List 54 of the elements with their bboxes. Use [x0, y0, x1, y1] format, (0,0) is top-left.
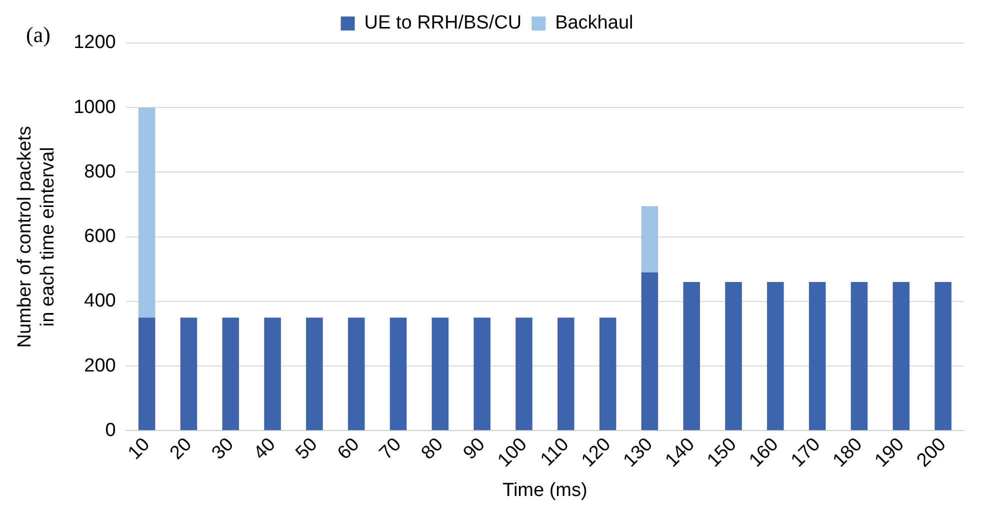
- bar: [138, 108, 156, 318]
- y-tick-label: 600: [84, 226, 116, 248]
- x-tick-label: 120: [578, 434, 616, 472]
- x-tick-label: 70: [376, 434, 406, 464]
- bar: [264, 318, 281, 430]
- y-tick-label: 1200: [74, 32, 116, 54]
- y-axis-title: Number of control packets in each time einterval: [14, 126, 58, 348]
- bar: [222, 318, 240, 430]
- y-tick-label: 0: [105, 420, 116, 441]
- bar: [348, 318, 365, 430]
- bar: [892, 282, 910, 430]
- bar: [558, 318, 574, 430]
- bar: [306, 318, 323, 430]
- bar: [641, 206, 658, 272]
- x-tick-label: 140: [662, 434, 699, 472]
- x-tick-label: 100: [494, 434, 532, 472]
- bar: [683, 282, 700, 430]
- legend-label: Backhaul: [555, 12, 634, 34]
- bar: [808, 282, 826, 430]
- x-tick-label: 80: [418, 434, 448, 464]
- bar: [767, 282, 784, 430]
- x-axis-title: Time (ms): [502, 480, 588, 501]
- bar: [432, 318, 449, 430]
- x-tick-label: 50: [292, 434, 322, 464]
- y-tick-label: 200: [84, 355, 116, 376]
- y-tick-label: 800: [84, 161, 116, 182]
- x-tick-label: 170: [787, 434, 825, 472]
- x-tick-label: 40: [250, 434, 280, 464]
- x-tick-label: 190: [871, 434, 908, 472]
- x-tick-label: 160: [745, 434, 783, 472]
- legend-label: UE to RRH/BS/CU: [364, 12, 522, 34]
- x-tick-label: 180: [829, 434, 866, 472]
- x-tick-label: 200: [913, 434, 950, 472]
- bar: [516, 318, 532, 430]
- x-tick-label: 20: [166, 434, 196, 464]
- x-tick-label: 130: [620, 434, 657, 472]
- x-tick-label: 60: [334, 434, 364, 464]
- bar: [599, 318, 616, 430]
- bar: [390, 318, 407, 430]
- x-tick-label: 150: [703, 434, 741, 472]
- bar: [641, 272, 658, 430]
- x-tick-label: 110: [536, 434, 574, 470]
- x-tick-label: 30: [208, 434, 238, 464]
- x-tick-label: 90: [460, 434, 490, 464]
- y-tick-label: 1000: [74, 96, 116, 118]
- bar: [934, 282, 952, 430]
- bar: [138, 318, 156, 430]
- bar: [474, 318, 490, 430]
- bar: [725, 282, 742, 430]
- bar: [850, 282, 868, 430]
- y-tick-label: 400: [84, 290, 116, 312]
- x-tick-label: 10: [124, 434, 154, 464]
- text: (a): [26, 22, 50, 48]
- bar: [180, 318, 198, 430]
